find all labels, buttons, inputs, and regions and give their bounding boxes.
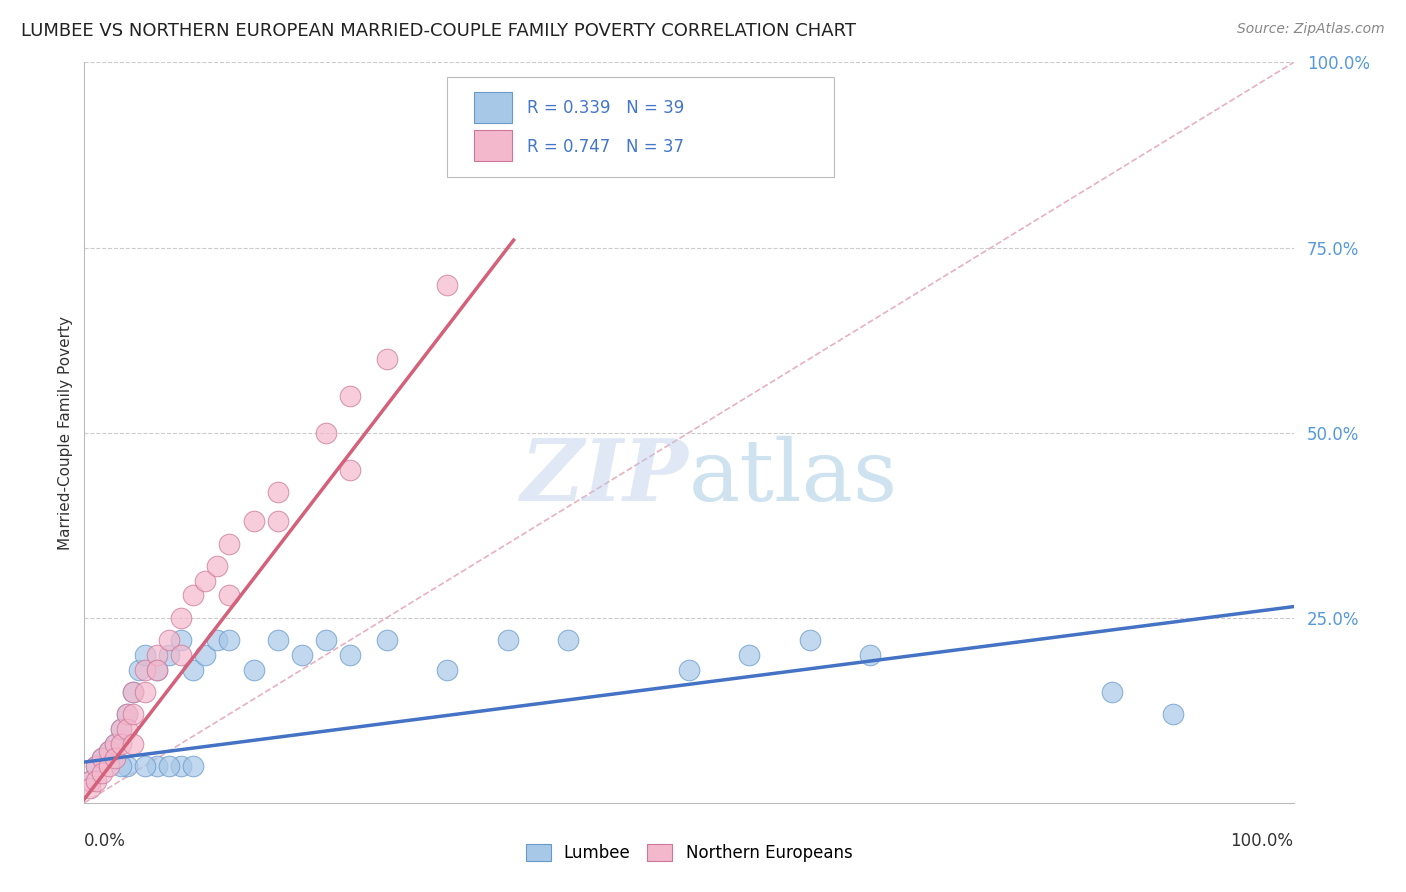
Point (242, 515, 264, 529)
Point (339, 648, 361, 662)
Point (121, 706, 143, 721)
Point (110, 758, 132, 772)
Point (436, 277, 458, 292)
Point (146, 663, 169, 677)
Text: 100.0%: 100.0% (1230, 832, 1294, 850)
Point (496, 632, 519, 647)
Point (104, 737, 127, 751)
Point (110, 737, 132, 751)
Point (157, 758, 180, 772)
Point (79, 773, 101, 788)
Point (194, 648, 217, 662)
Text: Source: ZipAtlas.com: Source: ZipAtlas.com (1237, 22, 1385, 37)
Point (181, 663, 204, 677)
Point (121, 685, 143, 699)
Point (375, 351, 398, 366)
Point (859, 648, 882, 662)
Point (315, 425, 337, 440)
Point (170, 758, 193, 772)
Point (110, 722, 132, 736)
FancyBboxPatch shape (447, 78, 834, 178)
Text: atlas: atlas (689, 435, 898, 518)
Point (79, 773, 101, 788)
Legend: Lumbee, Northern Europeans: Lumbee, Northern Europeans (519, 837, 859, 869)
Text: LUMBEE VS NORTHERN EUROPEAN MARRIED-COUPLE FAMILY POVERTY CORRELATION CHART: LUMBEE VS NORTHERN EUROPEAN MARRIED-COUP… (21, 22, 856, 40)
Point (134, 648, 156, 662)
Point (115, 706, 138, 721)
Point (267, 515, 290, 529)
Point (157, 632, 180, 647)
Point (115, 722, 138, 736)
Point (134, 758, 156, 772)
Point (291, 648, 314, 662)
Text: R = 0.339   N = 39: R = 0.339 N = 39 (527, 100, 685, 118)
Point (194, 574, 217, 588)
Point (799, 632, 821, 647)
Point (79, 780, 101, 795)
Point (170, 610, 193, 624)
Point (157, 648, 180, 662)
Point (339, 388, 361, 402)
Point (218, 536, 240, 550)
Point (242, 663, 264, 677)
Point (121, 737, 143, 751)
Point (91, 751, 114, 765)
Text: 0.0%: 0.0% (84, 832, 127, 850)
Point (1161, 706, 1184, 721)
Point (97, 744, 120, 758)
Point (104, 751, 127, 765)
Point (104, 737, 127, 751)
Text: R = 0.747   N = 37: R = 0.747 N = 37 (527, 137, 683, 156)
Point (97, 758, 120, 772)
Point (86, 758, 108, 772)
Bar (474, 130, 512, 161)
Point (315, 632, 337, 647)
Point (267, 632, 290, 647)
Point (181, 589, 204, 603)
Point (678, 663, 700, 677)
Point (146, 663, 169, 677)
Point (738, 648, 761, 662)
Point (170, 648, 193, 662)
Point (207, 632, 229, 647)
Point (339, 462, 361, 476)
Point (110, 722, 132, 736)
Point (115, 706, 138, 721)
Point (128, 663, 150, 677)
Point (218, 589, 240, 603)
Point (91, 766, 114, 780)
Point (146, 758, 169, 772)
Point (86, 758, 108, 772)
Point (134, 663, 156, 677)
Point (218, 632, 240, 647)
Point (134, 685, 156, 699)
Point (97, 744, 120, 758)
Point (207, 558, 229, 573)
Point (267, 484, 290, 499)
Point (375, 632, 398, 647)
Point (86, 773, 108, 788)
Point (91, 751, 114, 765)
Text: ZIP: ZIP (522, 435, 689, 519)
Bar (474, 92, 512, 123)
Point (121, 685, 143, 699)
Point (181, 758, 204, 772)
Point (1101, 685, 1123, 699)
Y-axis label: Married-Couple Family Poverty: Married-Couple Family Poverty (58, 316, 73, 549)
Point (115, 758, 138, 772)
Point (557, 632, 579, 647)
Point (146, 648, 169, 662)
Point (436, 663, 458, 677)
Point (170, 632, 193, 647)
